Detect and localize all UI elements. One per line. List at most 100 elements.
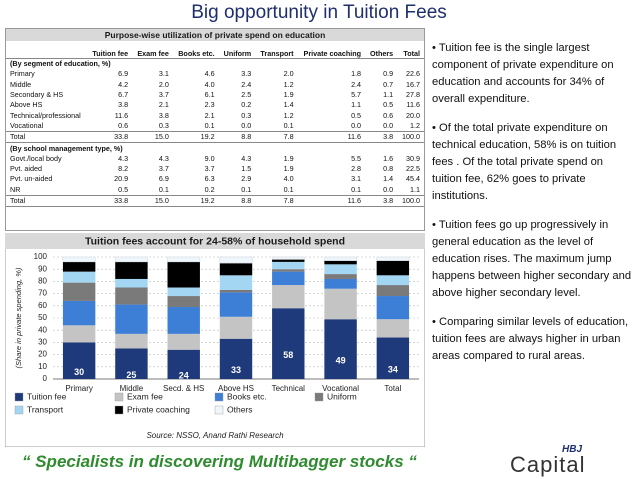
table-cell: Govt./local body — [10, 153, 62, 163]
y-tick-label: 90 — [38, 264, 47, 273]
table-cell: 27.8 — [406, 90, 420, 100]
bar-segment — [324, 256, 358, 261]
table-cell: 2.0 — [158, 79, 169, 89]
table-row: Above HS 3.8 2.1 2.3 0.2 1.4 1.1 0.5 11.6 — [6, 100, 424, 110]
table-cell: Middle — [10, 79, 32, 89]
table-cell: Technical/professional — [10, 110, 81, 120]
table-cell: 20.0 — [406, 110, 420, 120]
table-cell: Vocational — [10, 120, 44, 130]
table-cell: 33.8 — [87, 194, 133, 208]
table-cell: 0.8 — [383, 164, 394, 174]
bar-segment — [219, 338, 253, 379]
data-label: 58 — [283, 350, 293, 360]
table-row: NR 0.5 0.1 0.2 0.1 0.1 0.1 0.0 1.1 — [6, 185, 424, 196]
data-label: 34 — [388, 365, 398, 375]
bar-segment — [272, 269, 305, 272]
bar-segment — [219, 263, 253, 276]
table-cell: 0.2 — [241, 100, 252, 110]
table-cell: 20.9 — [114, 174, 129, 184]
table-cell: 2.1 — [204, 110, 215, 120]
table-cell: 19.2 — [172, 131, 219, 144]
table-cell: 0.7 — [383, 79, 394, 89]
y-tick-label: 10 — [38, 362, 47, 371]
table-cell: 3.1 — [351, 174, 362, 184]
table-cell: 3.7 — [158, 90, 169, 100]
table-cell: 0.1 — [241, 184, 252, 194]
table-cell: Total — [6, 194, 88, 208]
bar-segment — [272, 259, 305, 262]
legend-swatch — [214, 392, 224, 402]
legend-swatch — [114, 405, 124, 415]
bar-segment — [167, 307, 200, 334]
table-cell: 1.6 — [383, 153, 394, 163]
bar-segment — [324, 278, 357, 289]
table-cell: 1.1 — [410, 184, 420, 194]
bar-segment — [324, 264, 357, 275]
table-row: Pvt. un-aided 20.9 6.9 6.3 2.9 4.0 3.1 1.4 45.4 — [6, 174, 424, 184]
bar-segment — [115, 261, 148, 279]
data-label: 30 — [74, 367, 84, 377]
y-tick-label: 0 — [43, 374, 48, 383]
table-cell: 4.3 — [118, 153, 129, 163]
table-cell: 0.5 — [118, 184, 129, 194]
table-cell: 0.0 — [351, 120, 362, 130]
table-cell: 2.5 — [241, 90, 252, 100]
bar-segment — [115, 278, 148, 288]
bar-segment — [114, 256, 148, 263]
table-cell: 45.4 — [406, 174, 420, 184]
bar-segment — [62, 256, 96, 263]
bar-segment — [376, 285, 410, 297]
bar-segment — [376, 337, 410, 379]
legend-swatch — [14, 392, 24, 402]
table-cell: 0.1 — [158, 184, 169, 194]
table-cell: 100.0 — [397, 194, 424, 208]
legend-swatch — [114, 392, 124, 402]
table: Tuition fee Exam fee Books etc. Uniform Tran… — [6, 41, 424, 208]
table-cell: Pvt. aided — [10, 164, 42, 174]
x-tick-label: Above HS — [218, 384, 254, 393]
table-cell: 1.1 — [383, 90, 394, 100]
bar-segment — [115, 348, 148, 379]
y-tick-label: 20 — [38, 350, 47, 359]
table-cell: 6.1 — [204, 90, 215, 100]
table-cell: 2.9 — [241, 174, 252, 184]
table-cell: 33.8 — [87, 131, 133, 144]
bar-segment — [272, 261, 305, 270]
bullet: • Tuition fee is the single largest comp… — [432, 42, 614, 105]
table-cell: 22.6 — [406, 69, 420, 79]
table-cell: 8.8 — [218, 131, 256, 144]
legend-label: Uniform — [327, 391, 357, 401]
table-cell: NR — [10, 184, 21, 194]
table-cell: 1.4 — [383, 174, 394, 184]
data-label: 33 — [231, 365, 241, 375]
bar-segment — [62, 261, 96, 272]
table-cell: 3.8 — [365, 131, 398, 144]
bar-segment — [219, 256, 253, 264]
header-cell: Books etc. — [172, 41, 219, 59]
table-cell: 1.9 — [283, 90, 294, 100]
legend-swatch — [314, 392, 324, 402]
chart-title-bar — [5, 233, 425, 249]
table-cell: 4.6 — [204, 69, 215, 79]
logo-bottom: Capital — [510, 452, 586, 477]
bar-segment — [219, 316, 253, 339]
table-row: Vocational 0.6 0.3 0.1 0.0 0.1 0.0 0.0 1.2 — [6, 121, 424, 132]
table-panel: Purpose-wise utilization of private spen… — [5, 28, 425, 231]
table-cell: 4.0 — [283, 174, 294, 184]
table-cell: 7.8 — [255, 131, 298, 144]
bar-segment — [62, 282, 96, 301]
table-cell: 2.4 — [351, 79, 362, 89]
table-cell: Pvt. un-aided — [10, 174, 53, 184]
data-label: 25 — [126, 370, 136, 380]
table-cell: 6.7 — [118, 90, 129, 100]
table-cell: 100.0 — [397, 131, 424, 144]
bar-segment — [62, 300, 96, 326]
table-cell: Secondary & HS — [10, 90, 64, 100]
table-row: Middle 4.2 2.0 4.0 2.4 1.2 2.4 0.7 16.7 — [6, 80, 424, 90]
table-cell: 6.9 — [158, 174, 169, 184]
table-cell: 2.8 — [351, 164, 362, 174]
table-cell: 0.0 — [383, 184, 394, 194]
table-cell: 0.5 — [351, 110, 362, 120]
x-tick-label: Vocational — [322, 384, 359, 393]
table-cell: 0.2 — [204, 184, 215, 194]
